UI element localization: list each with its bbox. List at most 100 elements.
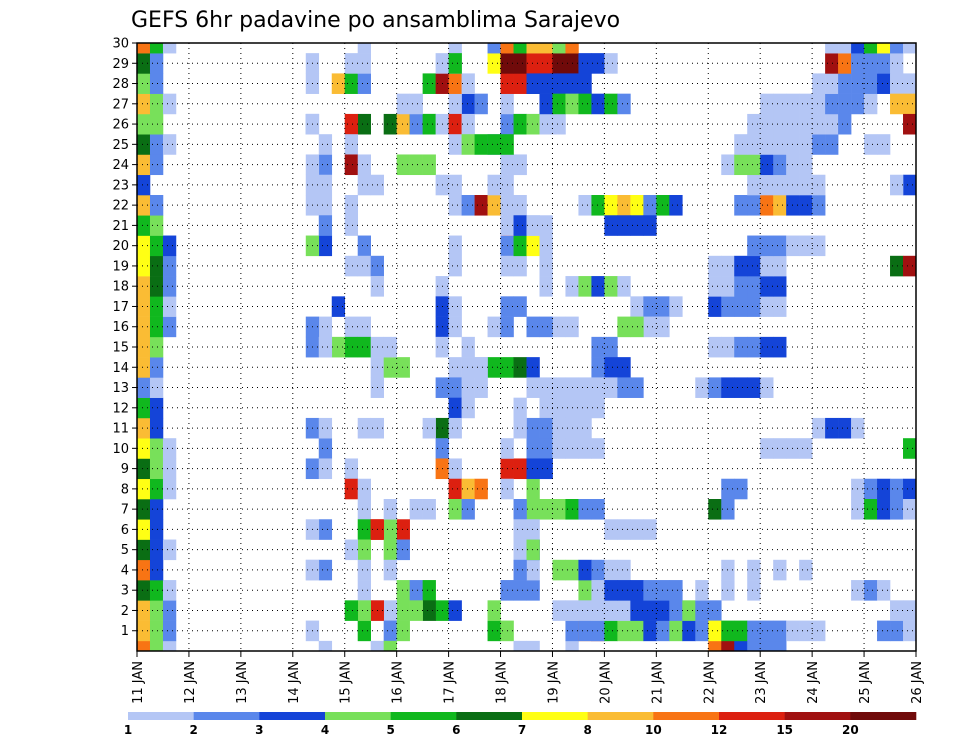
heatmap-cell — [513, 113, 527, 135]
heatmap-cell — [890, 499, 904, 520]
heatmap-cell — [825, 73, 839, 94]
heatmap-cell — [461, 397, 475, 419]
y-tick-label: 8 — [121, 482, 129, 497]
heatmap-cell — [137, 620, 151, 642]
heatmap-cell — [318, 417, 333, 439]
heatmap-cell — [487, 357, 501, 378]
heatmap-cell — [552, 43, 566, 54]
heatmap-cell — [448, 113, 462, 135]
heatmap-cell — [643, 519, 657, 540]
heatmap-cell — [409, 154, 423, 176]
colorbar-label: 1 — [124, 723, 132, 737]
heatmap-cell — [318, 519, 333, 540]
heatmap-cell — [643, 296, 657, 317]
heatmap-cell — [526, 235, 540, 257]
y-tick-label: 7 — [121, 503, 129, 518]
heatmap-cell — [162, 478, 177, 500]
heatmap-cell — [149, 93, 164, 115]
heatmap-cell — [162, 539, 177, 561]
heatmap-cell — [149, 478, 164, 500]
heatmap-cell — [773, 620, 787, 642]
heatmap-cell — [812, 174, 826, 196]
heatmap-cell — [149, 397, 164, 419]
heatmap-cell — [669, 580, 683, 601]
heatmap-cell — [474, 93, 488, 115]
heatmap-cell — [137, 478, 151, 500]
x-tick-label: 21 JAN — [650, 661, 665, 704]
heatmap-cell — [812, 93, 826, 115]
heatmap-cell — [318, 235, 333, 257]
heatmap-cell — [539, 397, 553, 419]
heatmap-cell — [825, 43, 839, 54]
heatmap-cell — [474, 478, 488, 500]
heatmap-cell — [149, 296, 164, 317]
colorbar-label: 5 — [386, 723, 394, 737]
heatmap-cell — [877, 620, 891, 642]
heatmap-cell — [617, 276, 631, 297]
heatmap-cell — [903, 438, 917, 459]
heatmap-cell — [383, 499, 397, 520]
heatmap-cell — [799, 559, 813, 581]
heatmap-cell — [539, 417, 553, 439]
heatmap-cell — [396, 154, 410, 176]
heatmap-cell — [526, 519, 540, 540]
heatmap-cell — [760, 336, 774, 358]
heatmap-cell — [137, 499, 151, 520]
heatmap-cell — [513, 43, 527, 54]
heatmap-cell — [149, 600, 164, 621]
heatmap-cell — [578, 276, 592, 297]
heatmap-cell — [357, 600, 371, 621]
heatmap-cell — [461, 499, 475, 520]
heatmap-cell — [773, 195, 787, 216]
heatmap-cell — [344, 134, 359, 155]
heatmap-cell — [318, 438, 333, 459]
heatmap-cell — [773, 640, 787, 652]
heatmap-cell — [149, 43, 164, 54]
heatmap-cell — [137, 134, 151, 155]
heatmap-cell — [760, 296, 774, 317]
heatmap-cell — [137, 316, 151, 338]
x-tick-label: 15 JAN — [339, 661, 354, 704]
heatmap-cell — [708, 377, 722, 398]
heatmap-cell — [643, 316, 657, 338]
heatmap-cell — [162, 276, 177, 297]
heatmap-cell — [474, 134, 488, 155]
heatmap-cell — [461, 357, 475, 378]
heatmap-cell — [513, 397, 527, 419]
heatmap-cell — [643, 215, 657, 236]
heatmap-cell — [825, 417, 839, 439]
heatmap-cell — [357, 620, 371, 642]
heatmap-cell — [448, 93, 462, 115]
heatmap-cell — [409, 113, 423, 135]
heatmap-cell — [396, 93, 410, 115]
heatmap-cell — [383, 559, 397, 581]
heatmap-cell — [474, 195, 488, 216]
heatmap-cell — [799, 154, 813, 176]
y-tick-label: 14 — [112, 361, 129, 376]
heatmap-cell — [903, 93, 917, 115]
heatmap-cell — [448, 134, 462, 155]
heatmap-cell — [318, 640, 333, 652]
heatmap-cell — [604, 357, 618, 378]
heatmap-cell — [604, 276, 618, 297]
heatmap-cell — [149, 215, 164, 236]
heatmap-cell — [747, 195, 761, 216]
heatmap-cell — [448, 478, 462, 500]
colorbar-swatch — [259, 712, 326, 720]
colorbar-swatch — [193, 712, 260, 720]
heatmap-cell — [890, 255, 904, 277]
colorbar-label: 3 — [255, 723, 263, 737]
heatmap-cell — [357, 336, 371, 358]
heatmap-cell — [448, 195, 462, 216]
y-tick-label: 6 — [121, 523, 129, 538]
heatmap-cell — [773, 276, 787, 297]
colorbar-label: 12 — [711, 723, 728, 737]
heatmap-cell — [578, 195, 592, 216]
heatmap-cell — [370, 640, 384, 652]
chart-title: GEFS 6hr padavine po ansamblima Sarajevo — [131, 8, 620, 33]
heatmap-cell — [799, 174, 813, 196]
heatmap-cell — [812, 73, 826, 94]
heatmap-cell — [903, 73, 917, 94]
heatmap-cell — [617, 195, 631, 216]
heatmap-cell — [539, 113, 553, 135]
